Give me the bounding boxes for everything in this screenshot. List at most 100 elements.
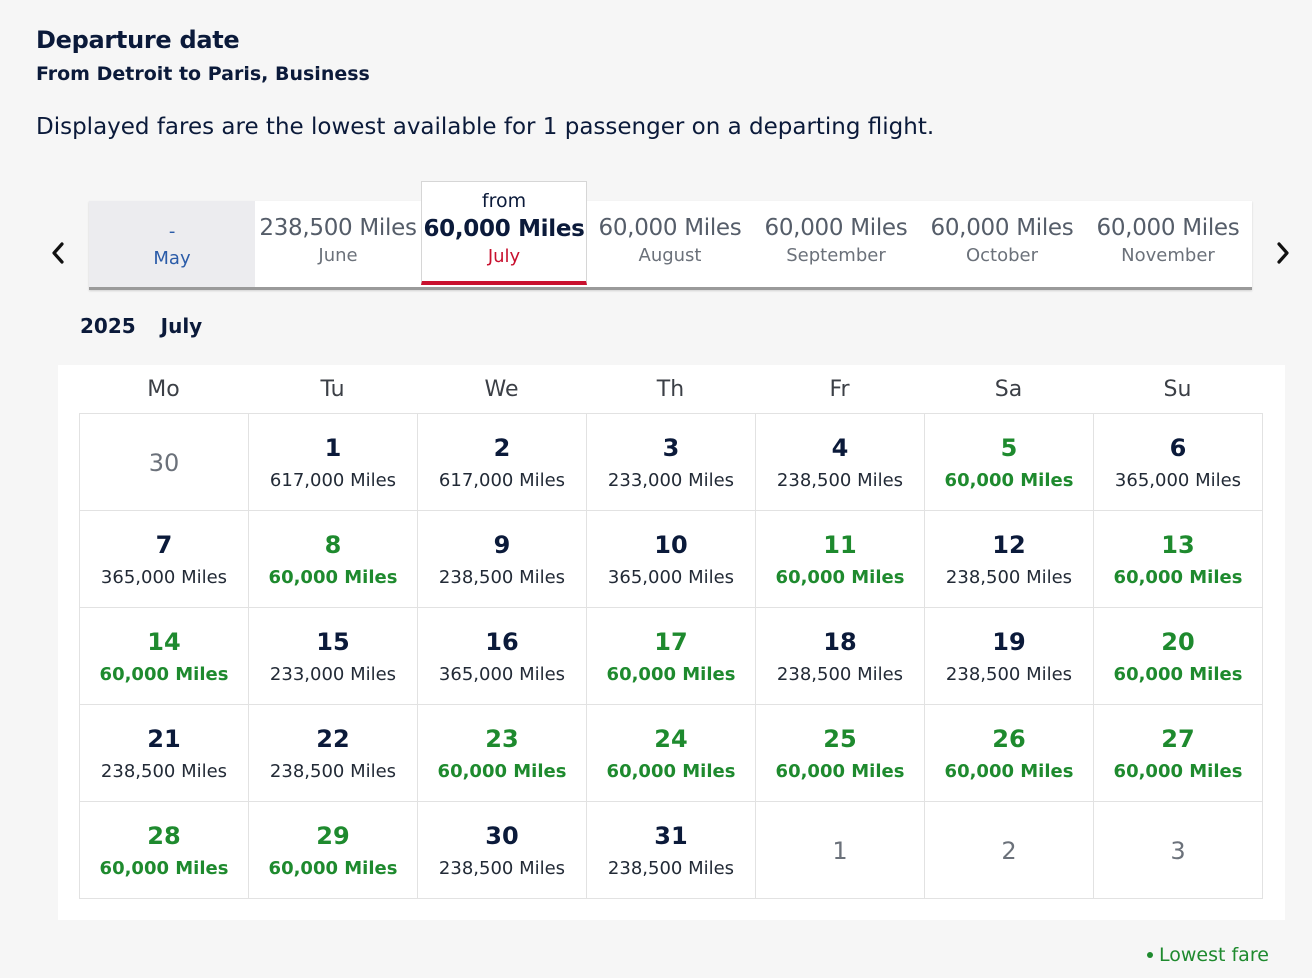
day-number: 17: [654, 628, 688, 656]
calendar-day-cell[interactable]: 17 60,000 Miles: [587, 608, 756, 705]
day-number: 4: [831, 434, 849, 462]
day-fare: 60,000 Miles: [1113, 664, 1243, 685]
calendar-day-cell[interactable]: 23 60,000 Miles: [418, 705, 587, 802]
calendar-day-cell[interactable]: 26 60,000 Miles: [925, 705, 1094, 802]
route-subtitle: From Detroit to Paris, Business: [36, 63, 370, 85]
lowest-fare-legend: Lowest fare: [1147, 944, 1269, 966]
previous-month-button[interactable]: [41, 236, 75, 270]
calendar-day-cell[interactable]: 3 233,000 Miles: [587, 414, 756, 511]
day-number: 19: [992, 628, 1026, 656]
calendar-day-cell[interactable]: 30 238,500 Miles: [418, 802, 587, 899]
calendar-day-cell[interactable]: 7 365,000 Miles: [80, 511, 249, 608]
calendar-day-cell[interactable]: 11 60,000 Miles: [756, 511, 925, 608]
calendar-day-cell[interactable]: 2 617,000 Miles: [418, 414, 587, 511]
calendar-day-cell[interactable]: 19 238,500 Miles: [925, 608, 1094, 705]
calendar-day-cell[interactable]: 28 60,000 Miles: [80, 802, 249, 899]
calendar-day-cell[interactable]: 1 617,000 Miles: [249, 414, 418, 511]
calendar-panel: Mo Tu We Th Fr Sa Su 30 1 617,000 Miles 2 61…: [58, 365, 1285, 920]
day-number: 15: [316, 628, 350, 656]
day-number: 29: [316, 822, 350, 850]
day-fare: 365,000 Miles: [100, 567, 228, 588]
day-fare: 238,500 Miles: [607, 858, 735, 879]
chevron-right-icon: [1277, 242, 1289, 264]
day-number: 2: [493, 434, 511, 462]
day-fare: 238,500 Miles: [945, 664, 1073, 685]
day-number: 13: [1161, 531, 1195, 559]
calendar-day-cell[interactable]: 6 365,000 Miles: [1094, 414, 1263, 511]
day-fare: 238,500 Miles: [945, 567, 1073, 588]
calendar-day-cell[interactable]: 8 60,000 Miles: [249, 511, 418, 608]
calendar-day-cell[interactable]: 5 60,000 Miles: [925, 414, 1094, 511]
day-fare: 617,000 Miles: [269, 470, 397, 491]
month-tab-november[interactable]: 60,000 Miles November: [1085, 201, 1251, 287]
day-number: 30: [148, 449, 180, 477]
calendar-grid: 30 1 617,000 Miles 2 617,000 Miles 3 233,000 M…: [79, 413, 1263, 899]
weekday-label: Tu: [320, 377, 345, 402]
month-label: June: [318, 245, 358, 266]
calendar-day-cell[interactable]: 4 238,500 Miles: [756, 414, 925, 511]
weekday-label: Fr: [829, 377, 850, 402]
day-fare: 60,000 Miles: [775, 761, 905, 782]
day-fare: 60,000 Miles: [606, 761, 736, 782]
day-number: 3: [662, 434, 680, 462]
day-fare: 238,500 Miles: [776, 664, 904, 685]
day-fare: 365,000 Miles: [607, 567, 735, 588]
month-tab-august[interactable]: 60,000 Miles August: [587, 201, 753, 287]
month-tab-october[interactable]: 60,000 Miles October: [919, 201, 1085, 287]
day-fare: 60,000 Miles: [268, 567, 398, 588]
month-tab-september[interactable]: 60,000 Miles September: [753, 201, 919, 287]
calendar-day-cell[interactable]: 14 60,000 Miles: [80, 608, 249, 705]
calendar-day-cell[interactable]: 24 60,000 Miles: [587, 705, 756, 802]
day-number: 10: [654, 531, 688, 559]
weekday-label: Sa: [994, 377, 1023, 402]
day-fare: 60,000 Miles: [437, 761, 567, 782]
day-number: 30: [485, 822, 519, 850]
day-number: 11: [823, 531, 857, 559]
day-fare: 365,000 Miles: [1114, 470, 1242, 491]
calendar-day-cell[interactable]: 16 365,000 Miles: [418, 608, 587, 705]
calendar-day-cell[interactable]: 21 238,500 Miles: [80, 705, 249, 802]
day-fare: 60,000 Miles: [775, 567, 905, 588]
chevron-left-icon: [52, 242, 64, 264]
calendar-day-outside-month: 1: [756, 802, 925, 899]
calendar-day-cell[interactable]: 9 238,500 Miles: [418, 511, 587, 608]
day-number: 23: [485, 725, 519, 753]
calendar-day-cell[interactable]: 12 238,500 Miles: [925, 511, 1094, 608]
day-fare: 238,500 Miles: [438, 567, 566, 588]
calendar-day-cell[interactable]: 20 60,000 Miles: [1094, 608, 1263, 705]
day-fare: 238,500 Miles: [100, 761, 228, 782]
calendar-day-cell[interactable]: 10 365,000 Miles: [587, 511, 756, 608]
day-fare: 60,000 Miles: [99, 664, 229, 685]
calendar-day-outside-month: 30: [80, 414, 249, 511]
day-number: 8: [324, 531, 342, 559]
weekday-label: Th: [656, 377, 685, 402]
calendar-day-cell[interactable]: 27 60,000 Miles: [1094, 705, 1263, 802]
month-fare: 60,000 Miles: [598, 215, 742, 241]
next-month-button[interactable]: [1266, 236, 1300, 270]
calendar-heading: 2025 July: [80, 314, 220, 338]
month-tab-july[interactable]: from 60,000 Miles July: [421, 181, 587, 285]
calendar-day-cell[interactable]: 29 60,000 Miles: [249, 802, 418, 899]
day-number: 26: [992, 725, 1026, 753]
calendar-day-cell[interactable]: 18 238,500 Miles: [756, 608, 925, 705]
day-number: 20: [1161, 628, 1195, 656]
weekday-label: We: [484, 377, 519, 402]
calendar-day-cell[interactable]: 31 238,500 Miles: [587, 802, 756, 899]
month-label: October: [965, 245, 1039, 266]
day-fare: 60,000 Miles: [99, 858, 229, 879]
calendar-day-cell[interactable]: 25 60,000 Miles: [756, 705, 925, 802]
month-fare: 60,000 Miles: [930, 215, 1074, 241]
day-number: 21: [147, 725, 181, 753]
month-fare: 60,000 Miles: [1096, 215, 1240, 241]
legend-label: Lowest fare: [1159, 944, 1269, 966]
calendar-day-cell[interactable]: 22 238,500 Miles: [249, 705, 418, 802]
day-fare: 60,000 Miles: [268, 858, 398, 879]
calendar-day-outside-month: 3: [1094, 802, 1263, 899]
day-number: 16: [485, 628, 519, 656]
day-fare: 238,500 Miles: [438, 858, 566, 879]
calendar-day-cell[interactable]: 13 60,000 Miles: [1094, 511, 1263, 608]
calendar-day-cell[interactable]: 15 233,000 Miles: [249, 608, 418, 705]
month-label: September: [786, 245, 886, 266]
month-tab-june[interactable]: 238,500 Miles June: [255, 201, 421, 287]
day-number: 27: [1161, 725, 1195, 753]
